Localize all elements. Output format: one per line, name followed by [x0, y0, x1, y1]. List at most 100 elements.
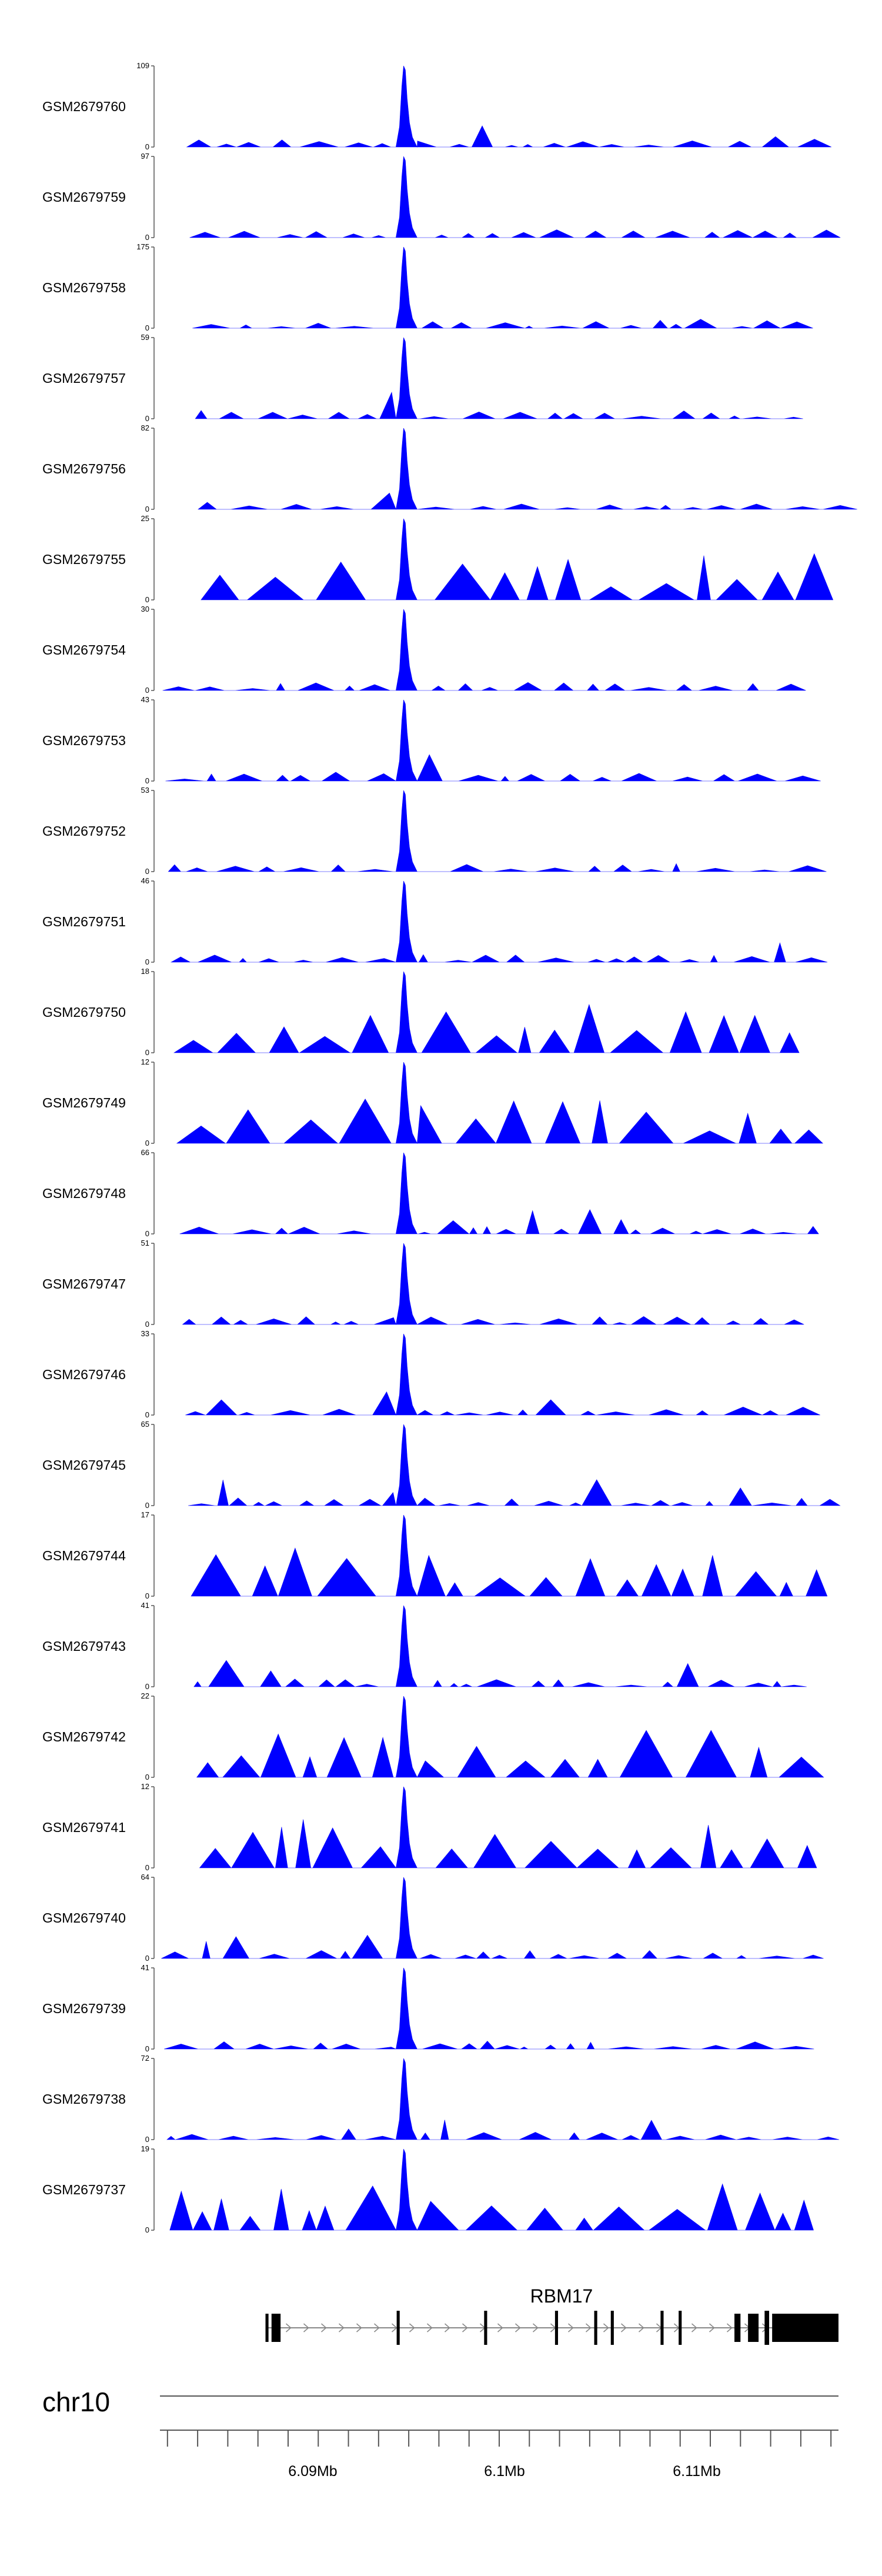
intron-arrow — [356, 2323, 362, 2333]
coverage-area — [191, 1514, 828, 1597]
intron-arrow — [444, 2323, 450, 2333]
chromosome-label: chr10 — [42, 2387, 110, 2417]
track-name: GSM2679740 — [42, 1910, 126, 1926]
track-ymin-label: 0 — [145, 323, 149, 332]
track-name: GSM2679748 — [42, 1186, 126, 1201]
track-GSM2679756: GSM2679756 82 0 — [42, 423, 857, 513]
intron-arrow — [320, 2323, 327, 2333]
coverage-area — [182, 1243, 804, 1326]
track-GSM2679755: GSM2679755 25 0 — [42, 514, 834, 604]
coverage-area — [185, 1333, 820, 1416]
axis-ticks — [166, 2430, 832, 2447]
coverage-tracks: GSM26797601090GSM2679759970GSM2679758175… — [42, 61, 857, 2234]
track-ymin-label: 0 — [145, 1682, 149, 1691]
intron-arrow — [373, 2323, 380, 2333]
track-ymin-label: 0 — [145, 1501, 149, 1510]
exon — [679, 2311, 682, 2345]
genome-axis-track: chr10 6.09Mb 6.1Mb 6.11Mb — [42, 2387, 838, 2480]
track-ymax-label: 18 — [141, 967, 149, 976]
coverage-area — [193, 1605, 807, 1687]
coverage-area — [165, 699, 821, 782]
coverage-area — [201, 518, 834, 600]
track-name: GSM2679753 — [42, 733, 126, 748]
track-name: GSM2679741 — [42, 1820, 126, 1835]
intron-arrow — [514, 2323, 521, 2333]
coverage-area — [196, 1696, 824, 1778]
coverage-area — [164, 1967, 814, 2050]
track-name: GSM2679756 — [42, 461, 126, 476]
track-ymax-label: 25 — [141, 514, 149, 523]
intron-arrow — [303, 2323, 309, 2333]
track-GSM2679748: GSM2679748 66 0 — [42, 1148, 819, 1238]
track-name: GSM2679755 — [42, 552, 126, 567]
coverage-area — [168, 790, 827, 872]
exon — [610, 2311, 614, 2345]
coverage-area — [169, 2148, 814, 2231]
track-ymax-label: 41 — [141, 1963, 149, 1972]
track-ymax-label: 22 — [141, 1691, 149, 1700]
intron-arrow — [567, 2323, 574, 2333]
track-name: GSM2679752 — [42, 823, 126, 839]
track-GSM2679739: GSM2679739 41 0 — [42, 1963, 814, 2053]
exon — [764, 2311, 770, 2345]
intron-arrow — [285, 2323, 292, 2333]
intron-arrow — [638, 2323, 644, 2333]
track-ymax-label: 51 — [141, 1239, 149, 1247]
track-ymin-label: 0 — [145, 1048, 149, 1057]
exon — [271, 2314, 281, 2342]
track-ymax-label: 66 — [141, 1148, 149, 1157]
coverage-area — [173, 971, 800, 1053]
track-ymax-label: 19 — [141, 2144, 149, 2153]
intron-arrow — [462, 2323, 468, 2333]
coverage-area — [198, 428, 857, 510]
track-name: GSM2679747 — [42, 1276, 126, 1292]
coverage-area — [188, 1424, 841, 1506]
track-ymin-label: 0 — [145, 2225, 149, 2234]
coverage-area — [170, 880, 828, 963]
track-GSM2679759: GSM2679759 97 0 — [42, 152, 841, 242]
track-name: GSM2679745 — [42, 1457, 126, 1473]
exon — [772, 2314, 838, 2342]
track-GSM2679754: GSM2679754 30 0 — [42, 605, 806, 695]
exon — [748, 2314, 759, 2342]
track-name: GSM2679750 — [42, 1005, 126, 1020]
track-ymax-label: 53 — [141, 786, 149, 795]
track-ymax-label: 41 — [141, 1601, 149, 1610]
exon — [396, 2311, 400, 2345]
track-GSM2679750: GSM2679750 18 0 — [42, 967, 800, 1057]
track-ymin-label: 0 — [145, 1591, 149, 1600]
track-name: GSM2679754 — [42, 642, 126, 658]
coverage-area — [176, 1062, 824, 1144]
exon — [484, 2311, 487, 2345]
track-ymax-label: 109 — [136, 61, 149, 70]
track-name: GSM2679742 — [42, 1729, 126, 1744]
intron-arrow — [620, 2323, 627, 2333]
coverage-area — [192, 246, 813, 329]
track-ymax-label: 46 — [141, 876, 149, 885]
track-ymin-label: 0 — [145, 1229, 149, 1238]
coverage-area — [161, 1877, 824, 1959]
track-name: GSM2679760 — [42, 99, 126, 114]
track-GSM2679752: GSM2679752 53 0 — [42, 786, 827, 876]
track-ymin-label: 0 — [145, 2044, 149, 2053]
track-ymin-label: 0 — [145, 1139, 149, 1147]
exon — [554, 2311, 559, 2345]
intron-arrow — [338, 2323, 345, 2333]
intron-arrow — [497, 2323, 503, 2333]
track-GSM2679745: GSM2679745 65 0 — [42, 1420, 841, 1510]
exon — [594, 2311, 597, 2345]
track-ymin-label: 0 — [145, 142, 149, 151]
track-GSM2679741: GSM2679741 12 0 — [42, 1782, 817, 1872]
track-ymax-label: 30 — [141, 605, 149, 613]
coverage-area — [166, 2058, 840, 2140]
track-GSM2679760: GSM2679760 109 0 — [42, 61, 832, 151]
exon — [265, 2314, 269, 2342]
track-GSM2679744: GSM2679744 17 0 — [42, 1510, 828, 1600]
coverage-area — [162, 609, 806, 691]
track-ymin-label: 0 — [145, 1773, 149, 1781]
track-GSM2679746: GSM2679746 33 0 — [42, 1329, 820, 1419]
track-name: GSM2679749 — [42, 1095, 126, 1110]
intron-arrow — [409, 2323, 415, 2333]
track-ymax-label: 65 — [141, 1420, 149, 1429]
